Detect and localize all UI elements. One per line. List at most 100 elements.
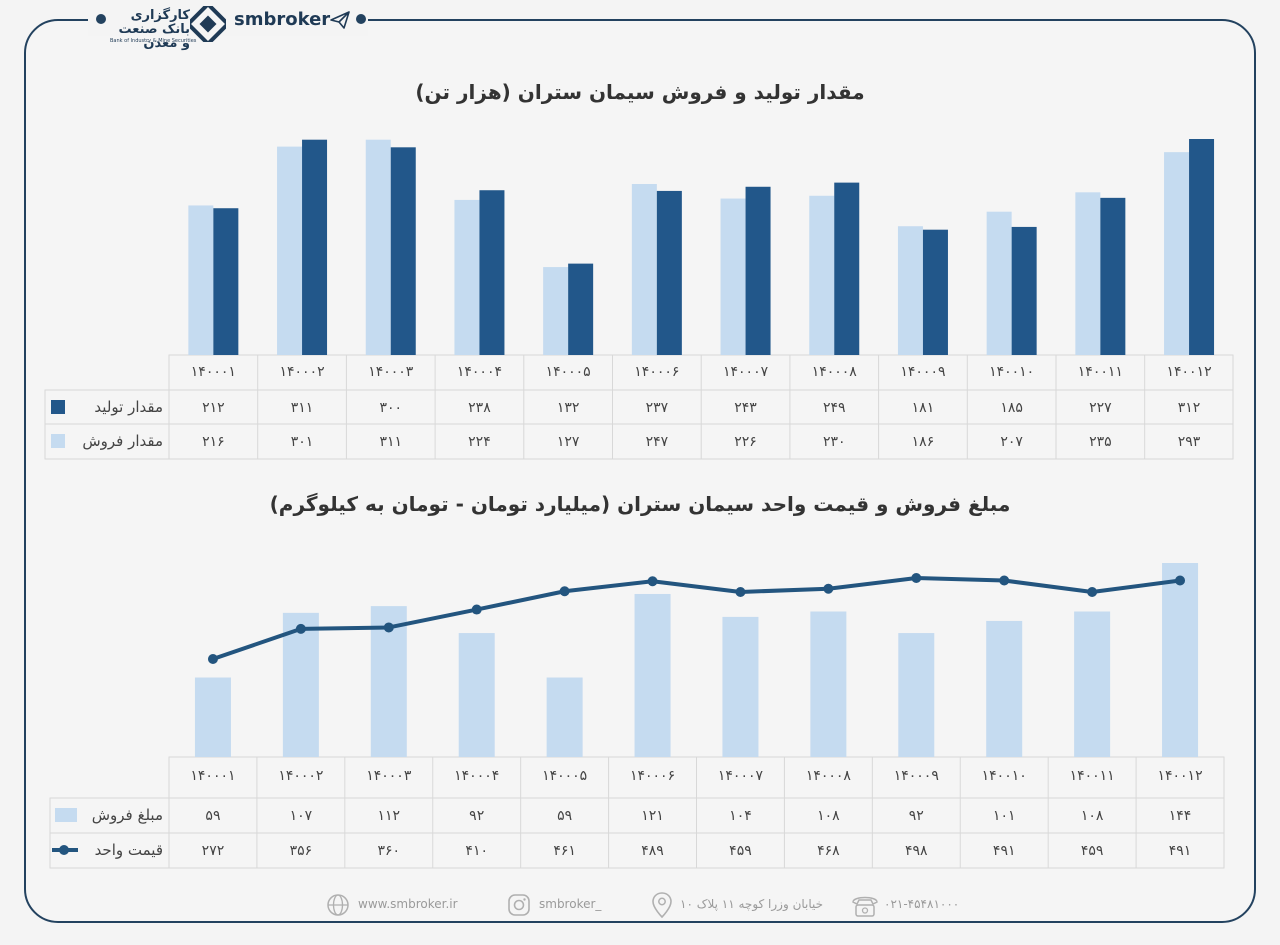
data-label-production: ۱۸۱ [912,400,935,416]
point-unit-price [647,576,658,587]
data-label-sales-amount: ۱۰۸ [1081,808,1104,824]
bar-sales [1164,152,1190,355]
data-label-sales-amount: ۹۲ [909,808,924,824]
tick-label: ۱۴۰۰۱۱ [1070,768,1115,784]
bar-sales-amount [458,633,495,757]
point-unit-price [1087,586,1098,597]
data-label-unit-price: ۴۱۰ [465,843,488,859]
legend-marker-unit-price [59,845,69,855]
bar-sales [1075,192,1101,355]
data-label-sales: ۲۹۳ [1178,434,1201,450]
data-label-unit-price: ۴۹۸ [905,843,928,859]
data-label-unit-price: ۴۵۹ [1081,843,1104,859]
data-label-unit-price: ۴۹۱ [1169,843,1192,859]
bar-sales [809,195,835,355]
bar-sales-amount [1162,563,1199,757]
data-label-unit-price: ۴۶۱ [553,843,576,859]
data-label-production: ۱۸۵ [1000,400,1023,416]
tick-label: ۱۴۰۰۰۳ [366,768,412,784]
paper-plane-icon [330,11,350,29]
data-label-production: ۲۳۸ [468,400,491,416]
data-label-production: ۲۲۷ [1089,400,1112,416]
bar-production [390,147,416,355]
data-label-production: ۲۴۹ [823,400,846,416]
chart2-title: مبلغ فروش و قیمت واحد سیمان ستران (میلیا… [269,492,1011,516]
data-label-production: ۲۳۷ [646,400,669,416]
tick-label: ۱۴۰۰۰۶ [634,364,679,380]
bar-production [568,263,594,355]
tick-label: ۱۴۰۰۰۹ [900,364,945,380]
point-unit-price [207,654,218,664]
bar-sales [188,205,214,355]
tick-label: ۱۴۰۰۰۵ [546,364,591,380]
header-bar [88,8,368,36]
data-label-sales: ۳۱۱ [379,434,402,450]
bar-sales-amount [546,677,583,757]
data-label-sales: ۲۱۶ [202,434,225,450]
tick-label: ۱۴۰۰۰۳ [368,364,414,380]
point-unit-price [383,622,394,633]
bar-production [1100,197,1126,355]
legend-swatch-sales [51,434,65,448]
instagram-icon [508,894,530,916]
data-label-sales-amount: ۱۰۸ [817,808,840,824]
data-label-sales: ۲۴۷ [646,434,669,450]
bar-sales [543,267,569,355]
data-label-sales-amount: ۱۲۱ [641,808,664,824]
point-unit-price [1175,575,1186,586]
brand-name: smbroker [234,9,331,30]
bank-logo-subtitle: Bank of Industry & Mine Securities [110,38,197,44]
bar-production [213,208,239,355]
legend-label-sales-amount: مبلغ فروش [92,806,163,824]
point-unit-price [911,573,922,583]
tick-label: ۱۴۰۰۰۲ [278,768,323,784]
location-pin-icon [652,892,672,919]
bar-sales-amount [634,593,671,757]
bar-sales-amount [898,633,935,757]
tick-label: ۱۴۰۰۰۵ [542,768,587,784]
bar-sales [454,199,480,355]
globe-icon [327,894,349,916]
chart1-title: مقدار تولید و فروش سیمان ستران (هزار تن) [415,80,865,104]
footer-instagram[interactable]: smbroker_ [539,897,602,911]
data-label-production: ۳۰۰ [379,400,402,416]
data-label-sales: ۲۰۷ [1000,434,1023,450]
data-label-sales: ۲۳۵ [1089,434,1112,450]
data-label-unit-price: ۳۵۶ [290,843,313,859]
footer-phone: ۰۲۱-۴۵۴۸۱۰۰۰ [884,897,960,911]
data-label-sales-amount: ۱۰۷ [290,808,313,824]
data-label-sales-amount: ۵۹ [557,808,572,824]
data-label-sales-amount: ۱۰۴ [729,808,752,824]
bar-production [656,190,682,355]
data-label-sales-amount: ۹۲ [469,808,484,824]
tick-label: ۱۴۰۰۰۶ [630,768,675,784]
data-label-sales: ۳۰۱ [291,434,314,450]
bar-sales-amount [282,612,319,757]
data-label-sales: ۲۲۴ [468,434,491,450]
bank-logo-text: کارگزاری بانک صنعت و معدن [118,8,190,51]
bar-sales-amount [986,620,1023,757]
data-label-production: ۲۴۳ [734,400,757,416]
tick-label: ۱۴۰۰۰۱ [191,364,236,380]
data-label-unit-price: ۴۵۹ [729,843,752,859]
point-unit-price [471,604,482,615]
tick-label: ۱۴۰۰۱۰ [989,364,1034,380]
tick-label: ۱۴۰۰۱۲ [1166,364,1211,380]
footer-address: خیابان وزرا کوچه ۱۱ پلاک ۱۰ [680,897,824,911]
phone-icon [852,896,878,917]
data-label-sales: ۱۸۶ [912,434,935,450]
bank-logo-icon [190,6,226,42]
bar-production [479,190,505,355]
legend-label-production: مقدار تولید [94,398,163,416]
bar-production [1189,139,1215,355]
bar-sales-amount [722,616,759,757]
legend-label-unit-price: قیمت واحد [95,841,163,859]
bar-production [834,182,860,355]
data-label-unit-price: ۳۶۰ [378,843,401,859]
tick-label: ۱۴۰۰۰۲ [279,364,324,380]
footer-website[interactable]: www.smbroker.ir [358,897,458,911]
tick-label: ۱۴۰۰۰۹ [894,768,939,784]
point-unit-price [559,586,570,597]
